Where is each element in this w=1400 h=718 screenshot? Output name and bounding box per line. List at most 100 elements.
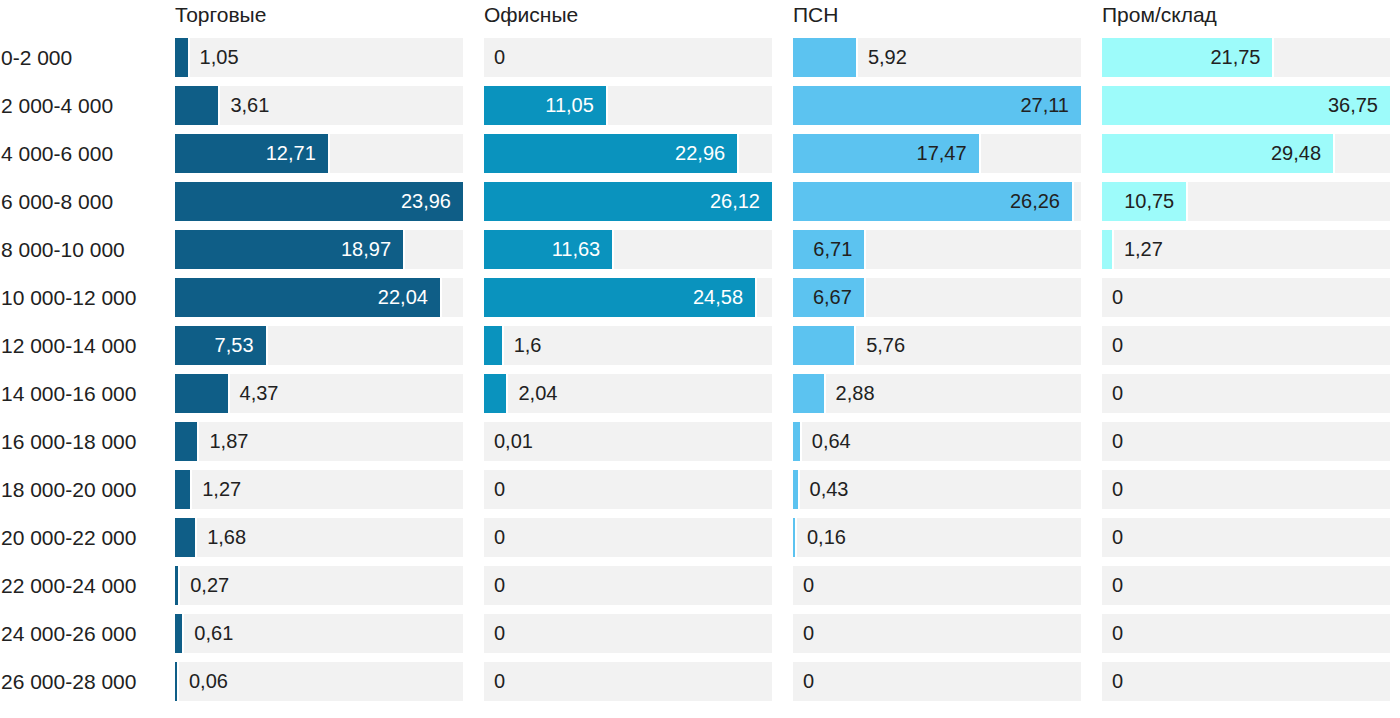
bar-track: 6,67 <box>793 278 1081 317</box>
value-label: 17,47 <box>917 134 967 173</box>
bar-track: 3,61 <box>175 86 463 125</box>
bar-track: 0,06 <box>175 662 463 701</box>
chart-row: 16 000-18 0001,870,010,640 <box>0 422 1400 461</box>
value-label: 22,04 <box>378 278 428 317</box>
value-label: 5,76 <box>866 326 905 365</box>
value-label: 0 <box>494 518 505 557</box>
bar <box>175 374 230 413</box>
chart-row: 0-2 0001,0505,9221,75 <box>0 38 1400 77</box>
value-label: 0 <box>1112 326 1123 365</box>
bar-track: 4,37 <box>175 374 463 413</box>
bar-track: 0 <box>484 38 772 77</box>
bar-track: 7,53 <box>175 326 463 365</box>
bar-track: 0 <box>484 662 772 701</box>
bar-track: 0 <box>1102 374 1390 413</box>
column-header-torgovye: Торговые <box>175 2 463 28</box>
bar-track: 0 <box>793 614 1081 653</box>
chart-row: 4 000-6 000 12,71 22,96 17,47 29,48 <box>0 134 1400 173</box>
bar-track: 5,92 <box>793 38 1081 77</box>
bar-track: 0,61 <box>175 614 463 653</box>
value-label: 1,27 <box>202 470 241 509</box>
value-label: 21,75 <box>1210 38 1260 77</box>
bar-track: 29,48 <box>1102 134 1390 173</box>
value-label: 4,37 <box>240 374 279 413</box>
bar-track: 0,64 <box>793 422 1081 461</box>
bar <box>175 38 190 77</box>
row-label: 24 000-26 000 <box>0 614 175 653</box>
bar-track: 0 <box>793 566 1081 605</box>
bar-track: 22,96 <box>484 134 772 173</box>
chart-row: 12 000-14 0007,531,65,760 <box>0 326 1400 365</box>
chart-row: 10 000-12 00022,0424,586,670 <box>0 278 1400 317</box>
chart-row: 24 000-26 0000,61000 <box>0 614 1400 653</box>
bar <box>793 518 797 557</box>
bar-track: 12,71 <box>175 134 463 173</box>
bar-track: 36,75 <box>1102 86 1390 125</box>
bar-track: 6,71 <box>793 230 1081 269</box>
value-label: 26,12 <box>710 182 760 221</box>
value-label: 0 <box>494 662 505 701</box>
bar <box>793 470 800 509</box>
value-label: 22,96 <box>675 134 725 173</box>
bar <box>484 326 504 365</box>
value-label: 1,27 <box>1124 230 1163 269</box>
value-label: 0 <box>1112 422 1123 461</box>
bar-track: 11,63 <box>484 230 772 269</box>
row-label: 10 000-12 000 <box>0 278 175 317</box>
bar-track: 0 <box>1102 326 1390 365</box>
value-label: 3,61 <box>230 86 269 125</box>
row-label: 18 000-20 000 <box>0 470 175 509</box>
value-label: 24,58 <box>693 278 743 317</box>
bar <box>175 662 179 701</box>
value-label: 0,61 <box>194 614 233 653</box>
bar-track: 0 <box>484 614 772 653</box>
bar-track: 18,97 <box>175 230 463 269</box>
bar-track: 1,27 <box>1102 230 1390 269</box>
bar <box>1102 230 1114 269</box>
bar-track: 0 <box>1102 662 1390 701</box>
value-label: 0,01 <box>494 422 533 461</box>
chart-row: 22 000-24 0000,27000 <box>0 566 1400 605</box>
bar-track: 22,04 <box>175 278 463 317</box>
value-label: 0 <box>1112 374 1123 413</box>
bar-track: 0 <box>484 518 772 557</box>
bar-track: 0,27 <box>175 566 463 605</box>
value-label: 18,97 <box>341 230 391 269</box>
value-label: 36,75 <box>1328 86 1378 125</box>
bar-track: 0 <box>1102 566 1390 605</box>
value-label: 29,48 <box>1271 134 1321 173</box>
chart-row: 26 000-28 0000,06000 <box>0 662 1400 701</box>
row-label: 14 000-16 000 <box>0 374 175 413</box>
chart-row: 14 000-16 0004,372,042,880 <box>0 374 1400 413</box>
bar-track: 26,26 <box>793 182 1081 221</box>
bar-track: 11,05 <box>484 86 772 125</box>
value-label: 2,04 <box>518 374 557 413</box>
value-label: 12,71 <box>266 134 316 173</box>
bar <box>175 614 184 653</box>
value-label: 0,27 <box>190 566 229 605</box>
bar-track: 21,75 <box>1102 38 1390 77</box>
value-label: 7,53 <box>215 326 254 365</box>
bar-track: 0 <box>1102 470 1390 509</box>
value-label: 0 <box>1112 566 1123 605</box>
row-label: 22 000-24 000 <box>0 566 175 605</box>
value-label: 26,26 <box>1010 182 1060 221</box>
bar-track: 2,04 <box>484 374 772 413</box>
value-label: 11,63 <box>552 230 601 269</box>
row-label: 0-2 000 <box>0 38 175 77</box>
row-label: 4 000-6 000 <box>0 134 175 173</box>
chart-row: 8 000-10 00018,9711,636,711,27 <box>0 230 1400 269</box>
bar-track: 0 <box>1102 518 1390 557</box>
value-label: 1,68 <box>207 518 246 557</box>
row-label: 12 000-14 000 <box>0 326 175 365</box>
column-header-ofisnye: Офисные <box>484 2 772 28</box>
bar-track: 26,12 <box>484 182 772 221</box>
bar-track: 0,43 <box>793 470 1081 509</box>
value-label: 0,16 <box>807 518 846 557</box>
column-header-prom-sklad: Пром/склад <box>1102 2 1390 28</box>
value-label: 0 <box>1112 662 1123 701</box>
bar-track: 1,27 <box>175 470 463 509</box>
bar-track: 1,87 <box>175 422 463 461</box>
bar <box>793 422 802 461</box>
value-label: 5,92 <box>868 38 907 77</box>
